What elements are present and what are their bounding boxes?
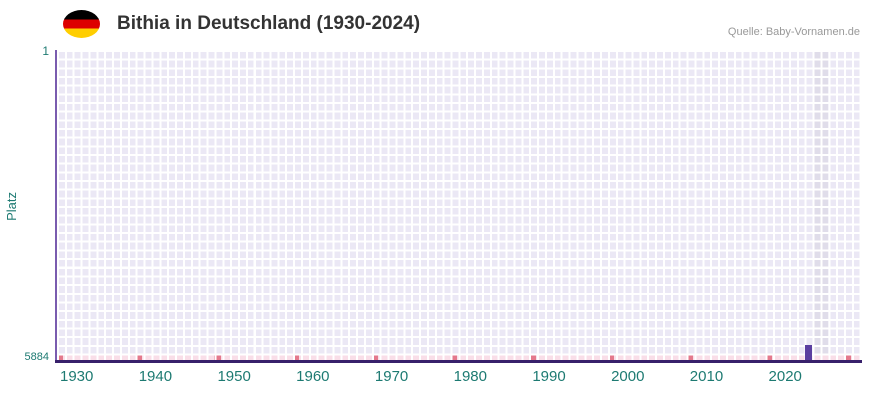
y-tick-top: 1	[42, 44, 49, 58]
x-tick-label: 2010	[689, 368, 724, 385]
germany-flag-icon	[63, 10, 100, 38]
x-tick-label: 1970	[374, 368, 409, 385]
y-axis-title: Platz	[4, 50, 19, 362]
x-tick-label: 1990	[532, 368, 566, 385]
x-tick-label: 1980	[453, 368, 487, 385]
grid-lines	[57, 50, 860, 362]
page-title: Bithia in Deutschland (1930-2024)	[117, 13, 421, 34]
x-tick-label: 1950	[217, 368, 251, 385]
chart-header: Bithia in Deutschland (1930-2024) Quelle…	[63, 8, 860, 40]
plot-area[interactable]	[57, 50, 860, 362]
y-tick-bottom: 5884	[24, 351, 49, 363]
x-axis-line	[55, 360, 862, 363]
source-credit[interactable]: Quelle: Baby-Vornamen.de	[727, 26, 860, 38]
x-tick-label: 1940	[138, 368, 173, 385]
x-tick-label: 1960	[296, 368, 330, 385]
x-axis-labels: 1930 1940 1950 1960 1970 1980 1990 2000 2010 2020	[57, 368, 860, 390]
x-tick-label: 2020	[768, 368, 802, 385]
highlight-band	[812, 50, 829, 362]
y-axis-title-text: Platz	[4, 191, 19, 221]
x-tick-label: 2000	[611, 368, 645, 385]
x-tick-label: 1930	[59, 368, 94, 385]
y-axis-line	[55, 50, 57, 360]
